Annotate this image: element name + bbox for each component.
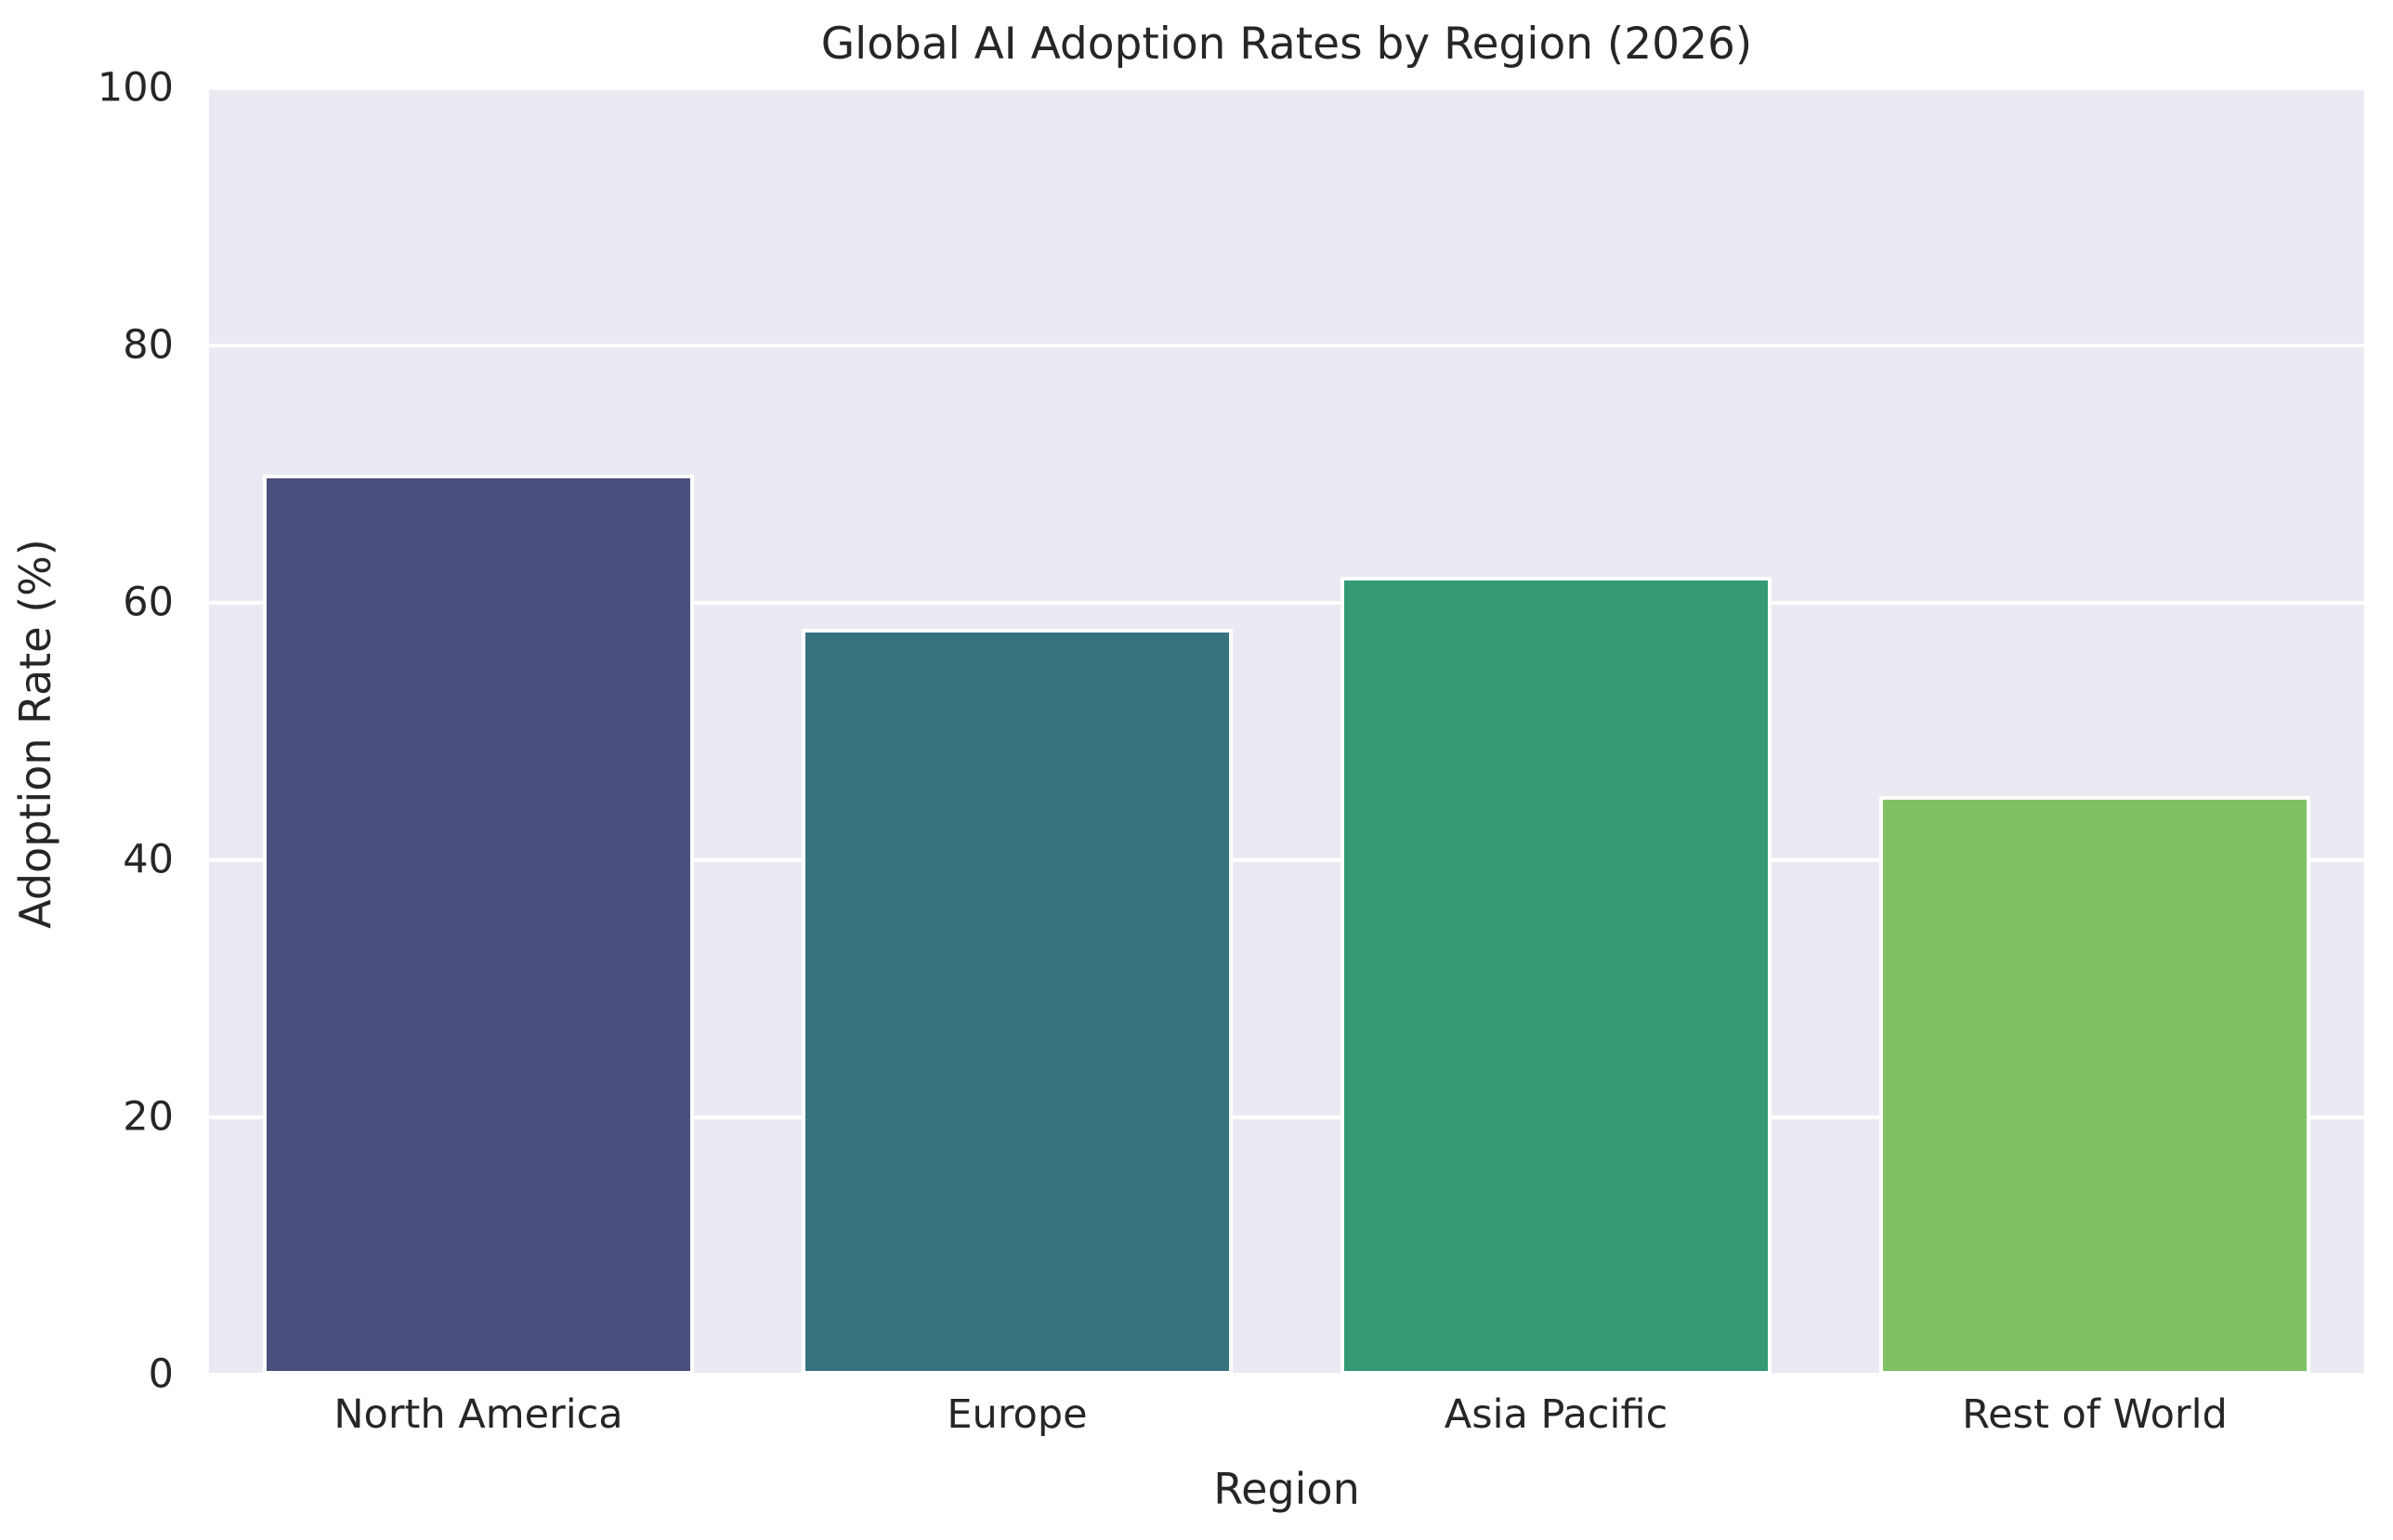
gridline-100: [209, 86, 2364, 90]
gridline-40: [209, 858, 2364, 862]
x-tick-label-rest-of-world: Rest of World: [1962, 1391, 2228, 1438]
bar-asia-pacific: [1340, 577, 1772, 1375]
y-tick-label-0: 0: [148, 1351, 174, 1398]
y-axis-ticks: 0 20 40 60 80 100: [0, 68, 174, 1394]
y-tick-label-20: 20: [123, 1093, 174, 1141]
plot-area: [209, 86, 2364, 1377]
bar-rest-of-world: [1879, 795, 2310, 1375]
gridline-0: [209, 1373, 2364, 1377]
y-tick-label-40: 40: [123, 836, 174, 883]
gridline-60: [209, 601, 2364, 605]
x-axis-label: Region: [1213, 1464, 1360, 1514]
x-tick-label-europe: Europe: [947, 1391, 1088, 1438]
bar-north-america: [263, 474, 694, 1375]
gridline-80: [209, 344, 2364, 347]
y-tick-label-100: 100: [97, 64, 174, 111]
bar-europe: [802, 628, 1233, 1375]
x-tick-label-asia-pacific: Asia Pacific: [1444, 1391, 1668, 1438]
x-tick-label-north-america: North America: [333, 1391, 623, 1438]
y-tick-label-60: 60: [123, 579, 174, 626]
chart-title: Global AI Adoption Rates by Region (2026…: [820, 19, 1753, 70]
y-tick-label-80: 80: [123, 321, 174, 369]
gridline-20: [209, 1116, 2364, 1119]
x-axis-ticks: North America Europe Asia Pacific Rest of W…: [209, 1395, 2364, 1451]
